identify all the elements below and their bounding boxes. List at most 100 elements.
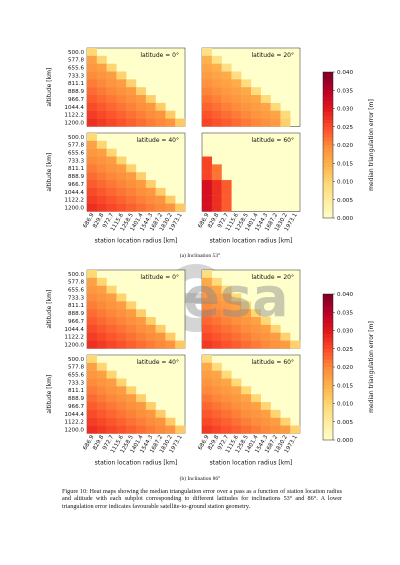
heatmap-cell [96, 164, 107, 173]
heatmap-cell [87, 164, 97, 173]
heatmap-cell [202, 324, 212, 333]
heatmap-cell [136, 87, 146, 96]
y-tick-label: 888.9 [68, 174, 84, 180]
colorbar-swatch [323, 90, 333, 95]
colorbar-swatch [323, 337, 333, 342]
colorbar-swatch [323, 119, 333, 124]
heatmap-cell [231, 394, 242, 403]
heatmap-cell [211, 417, 222, 426]
heatmap-cell [251, 394, 261, 403]
heatmap-cell [260, 118, 271, 127]
colorbar-swatch [323, 385, 333, 390]
heatmap-cell [221, 71, 232, 80]
heatmap-cell [96, 362, 107, 371]
heatmap-cell [96, 187, 107, 196]
heatmap-cell [126, 195, 137, 204]
heatmap-cell [87, 370, 97, 379]
heatmap-cell [106, 164, 117, 173]
heatmap-cell [116, 340, 127, 349]
heatmap-cell [96, 63, 107, 72]
heatmap-cell [96, 370, 107, 379]
colorbar-swatch [323, 297, 333, 302]
heatmap-cell [202, 87, 212, 96]
heatmap-cell [251, 95, 261, 104]
heatmap-cell [211, 394, 222, 403]
colorbar-tick-label: 0.040 [337, 70, 353, 76]
heatmap-cell [96, 417, 107, 426]
heatmap-cell [221, 425, 232, 434]
heatmap-cell [87, 87, 97, 96]
heatmap-cell [221, 63, 232, 72]
heatmap-cell [96, 386, 107, 395]
y-tick-label: 1122.2 [64, 420, 84, 426]
heatmap-cell [202, 394, 212, 403]
heatmap-cell [87, 95, 97, 104]
y-axis-label: altitude [km] [46, 375, 53, 414]
heatmap-cell [116, 293, 127, 302]
heatmap-cell [145, 187, 156, 196]
esa-logo-bar [175, 293, 217, 303]
y-tick-label: 733.3 [68, 380, 84, 386]
colorbar-swatch [323, 345, 333, 350]
heatmap-cell [260, 317, 271, 326]
heatmap-cell [231, 332, 242, 341]
y-tick-label: 500.0 [68, 272, 84, 278]
heatmap-cell [116, 394, 127, 403]
heatmap-cell [211, 362, 222, 371]
heatmap-cell [145, 332, 156, 341]
heatmap-cell [241, 386, 252, 395]
heatmap-cell [87, 362, 97, 371]
heatmap-cell [202, 118, 212, 127]
heatmap-cell [106, 110, 117, 119]
heatmap-cell [106, 324, 117, 333]
heatmap-cell [106, 156, 117, 165]
heatmap-cell [211, 195, 222, 204]
heatmap-cell [96, 148, 107, 157]
panel-title: latitude = 60° [252, 359, 295, 366]
heatmap-cell [231, 79, 242, 88]
colorbar-swatch [323, 145, 333, 149]
colorbar-swatch [323, 414, 333, 419]
heatmap-cell [145, 409, 156, 418]
heatmap-cell [280, 332, 291, 341]
y-tick-label: 1200.0 [64, 427, 84, 433]
heatmap-cell [211, 386, 222, 395]
colorbar-tick-label: 0.015 [337, 383, 353, 389]
heatmap-cell [136, 95, 146, 104]
y-tick-label: 888.9 [68, 89, 84, 95]
colorbar-swatch [323, 163, 333, 168]
colorbar-swatch [323, 155, 333, 160]
heatmap-cell [202, 71, 212, 80]
heatmap-cell [251, 340, 261, 349]
heatmap-cell [126, 417, 137, 426]
heatmap-cell [241, 79, 252, 88]
heatmap-cell [251, 118, 261, 127]
heatmap-cell [155, 409, 166, 418]
heatmap-cell [87, 340, 97, 349]
heatmap-cell [96, 425, 107, 434]
heatmap-cell [96, 317, 107, 326]
heatmap-cell [202, 417, 212, 426]
heatmap-cell [106, 63, 117, 72]
heatmap-cell [231, 409, 242, 418]
y-tick-label: 1122.2 [64, 335, 84, 341]
heatmap-cell [221, 110, 232, 119]
heatmap-cell [126, 425, 137, 434]
heatmap-cell [202, 102, 212, 111]
heatmap-cell [211, 187, 222, 196]
colorbar-swatch [323, 101, 333, 106]
heatmap-cell [87, 55, 97, 64]
colorbar-swatch [323, 134, 333, 138]
colorbar-swatch [323, 403, 333, 408]
heatmap-cell [211, 340, 222, 349]
heatmap-cell [202, 172, 212, 181]
heatmap-cell [116, 110, 127, 119]
heatmap-cell [145, 118, 156, 127]
heatmap-cell [241, 409, 252, 418]
heatmap-cell [87, 324, 97, 333]
heatmap-cell [211, 293, 222, 302]
colorbar-tick-label: 0.020 [337, 143, 353, 149]
heatmap-cell [211, 172, 222, 181]
